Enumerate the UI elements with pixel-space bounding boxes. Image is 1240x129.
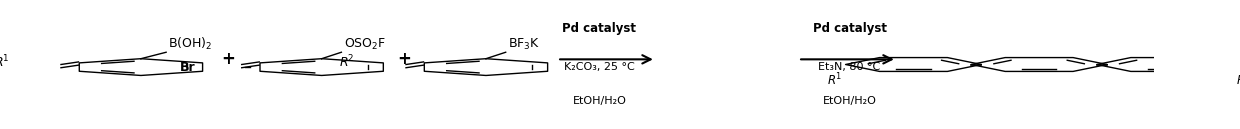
- Text: Et₃N, 80 °C: Et₃N, 80 °C: [818, 62, 880, 72]
- Text: EtOH/H₂O: EtOH/H₂O: [573, 96, 626, 106]
- Text: BF$_3$K: BF$_3$K: [508, 37, 541, 52]
- Text: R$^1$: R$^1$: [0, 54, 10, 70]
- Text: OSO$_2$F: OSO$_2$F: [343, 37, 386, 52]
- Text: R$^2$: R$^2$: [1236, 72, 1240, 88]
- Text: +: +: [222, 50, 236, 68]
- Text: R$^2$: R$^2$: [339, 54, 355, 70]
- Text: R$^1$: R$^1$: [827, 72, 842, 88]
- Text: K₂CO₃, 25 °C: K₂CO₃, 25 °C: [564, 62, 635, 72]
- Text: B(OH)$_2$: B(OH)$_2$: [169, 35, 212, 52]
- Text: EtOH/H₂O: EtOH/H₂O: [822, 96, 877, 106]
- Text: Pd catalyst: Pd catalyst: [812, 22, 887, 35]
- Text: Br: Br: [180, 61, 196, 74]
- Text: +: +: [397, 50, 410, 68]
- Text: Pd catalyst: Pd catalyst: [562, 22, 636, 35]
